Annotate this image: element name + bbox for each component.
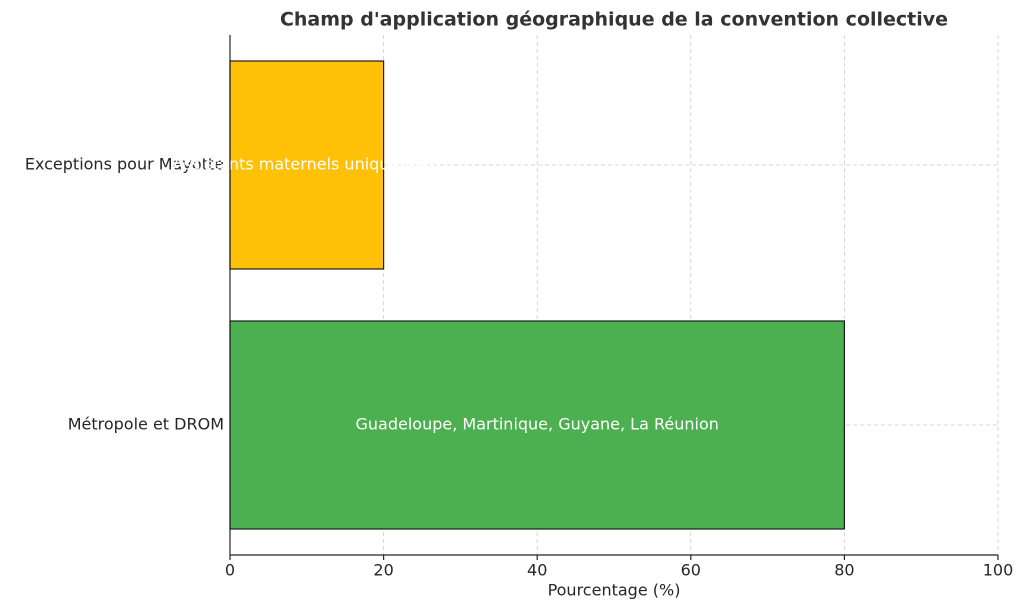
annotation: Guadeloupe, Martinique, Guyane, La Réuni…: [356, 415, 719, 434]
x-axis-label: Pourcentage (%): [548, 581, 681, 600]
x-tick-label: 60: [681, 561, 701, 580]
bar: [229, 60, 385, 270]
y-tick-label: Exceptions pour Mayotte: [25, 155, 224, 174]
y-tick-label: Métropole et DROM: [68, 415, 224, 434]
x-tick-label: 40: [527, 561, 547, 580]
bar: [229, 320, 846, 530]
x-tick-label: 0: [225, 561, 235, 580]
x-tick-label: 100: [983, 561, 1014, 580]
chart-title: Champ d'application géographique de la c…: [280, 9, 948, 31]
annotation: Assistants maternels uniquement: [172, 155, 441, 174]
x-tick-label: 80: [834, 561, 854, 580]
x-tick-label: 20: [373, 561, 393, 580]
